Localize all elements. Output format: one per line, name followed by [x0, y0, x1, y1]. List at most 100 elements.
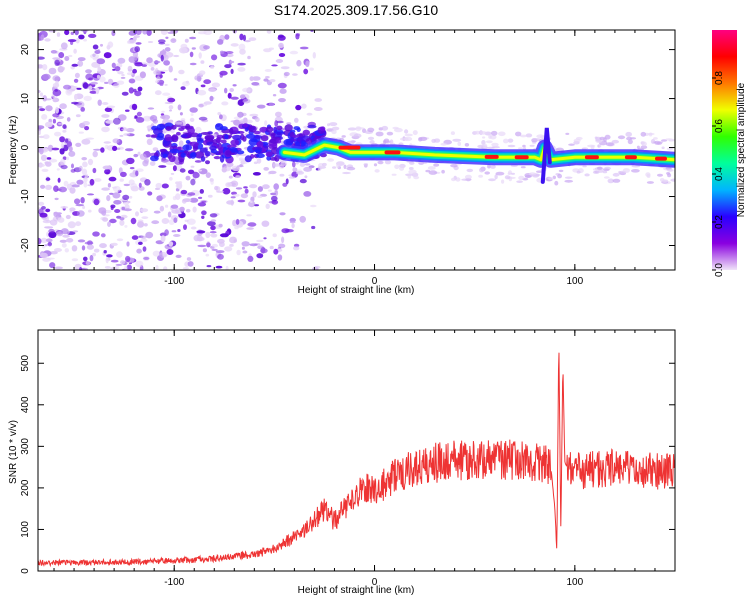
noise-blob — [66, 117, 71, 122]
halo-blob — [386, 131, 394, 136]
cluster-blob — [302, 129, 310, 136]
halo-blob — [607, 178, 615, 184]
noise-blob — [178, 69, 185, 75]
noise-blob — [260, 248, 268, 254]
noise-blob — [225, 265, 229, 270]
noise-blob — [273, 248, 279, 255]
noise-blob — [189, 107, 198, 113]
noise-blob — [76, 210, 85, 217]
noise-blob — [92, 44, 99, 50]
noise-blob — [305, 60, 310, 67]
noise-blob — [134, 46, 140, 53]
noise-blob — [63, 84, 72, 90]
cluster-blob — [199, 147, 208, 153]
snr-y-tick-label: 100 — [20, 521, 31, 538]
noise-blob — [274, 189, 278, 193]
noise-blob — [166, 249, 174, 255]
noise-blob — [285, 229, 294, 233]
noise-blob — [203, 101, 212, 105]
noise-blob — [210, 225, 216, 231]
noise-blob — [70, 40, 74, 45]
spectrogram-x-label: Height of straight line (km) — [298, 285, 415, 296]
noise-blob — [142, 246, 147, 252]
noise-blob — [62, 234, 70, 238]
colorbar-ticks: 0.0 0.2 0.4 0.6 0.8 — [712, 71, 725, 277]
noise-blob — [179, 168, 186, 173]
noise-blob — [205, 253, 210, 257]
halo-blob — [466, 168, 474, 173]
cluster-blob — [187, 127, 195, 135]
noise-blob — [167, 211, 172, 218]
noise-blob — [222, 187, 231, 195]
halo-blob — [295, 161, 299, 165]
noise-blob — [224, 34, 230, 40]
noise-blob — [159, 69, 169, 72]
noise-blob — [217, 253, 224, 260]
noise-blob — [177, 104, 182, 111]
halo-blob — [641, 141, 647, 147]
noise-blob — [299, 178, 307, 184]
noise-blob — [304, 175, 308, 179]
cluster-blob — [213, 156, 221, 160]
noise-blob — [123, 133, 131, 136]
noise-blob — [45, 105, 53, 112]
noise-blob — [208, 88, 217, 92]
noise-blob — [210, 179, 214, 185]
noise-blob — [137, 221, 145, 228]
halo-blob — [394, 164, 400, 170]
noise-blob — [244, 188, 249, 194]
noise-blob — [71, 63, 79, 67]
noise-blob — [273, 183, 280, 191]
ridge-band — [282, 143, 675, 162]
halo-blob — [363, 163, 369, 166]
noise-blob — [114, 265, 120, 270]
halo-blob — [564, 176, 573, 179]
noise-blob — [139, 153, 147, 160]
cluster-blob — [164, 134, 172, 142]
noise-blob — [44, 121, 53, 128]
noise-blob — [114, 66, 121, 72]
noise-blob — [283, 71, 290, 77]
noise-blob — [249, 113, 259, 117]
cluster-blob — [276, 138, 282, 144]
cluster-blob — [260, 135, 269, 142]
halo-blob — [375, 131, 384, 137]
noise-blob — [211, 54, 218, 61]
noise-blob — [168, 119, 174, 124]
noise-blob — [215, 265, 223, 269]
noise-blob — [211, 243, 218, 248]
spectrogram-y-tick-label: -20 — [20, 238, 31, 253]
noise-blob — [147, 191, 153, 196]
halo-blob — [584, 173, 590, 177]
noise-blob — [66, 141, 73, 148]
noise-blob — [84, 173, 89, 179]
noise-blob — [192, 172, 200, 179]
noise-blob — [65, 156, 70, 161]
noise-blob — [154, 90, 162, 96]
noise-blob — [271, 64, 278, 67]
noise-blob — [134, 115, 138, 119]
noise-blob — [78, 165, 83, 171]
noise-blob — [202, 248, 207, 253]
noise-blob — [107, 78, 114, 85]
noise-blob — [88, 209, 92, 213]
noise-blob — [205, 231, 211, 239]
cluster-blob — [247, 145, 256, 153]
noise-blob — [63, 180, 69, 187]
snr-x-tick-label: 100 — [566, 577, 583, 588]
halo-blob — [347, 127, 357, 131]
noise-blob — [175, 181, 180, 185]
noise-blob — [205, 172, 211, 179]
ridge-anomaly — [540, 127, 552, 184]
noise-blob — [272, 94, 277, 97]
noise-blob — [40, 184, 46, 189]
noise-blob — [116, 238, 124, 242]
noise-blob — [207, 194, 213, 198]
noise-blob — [226, 162, 234, 168]
snr-x-tick-label: -100 — [164, 577, 184, 588]
halo-blob — [408, 167, 414, 170]
noise-blob — [58, 186, 67, 193]
noise-blob — [206, 265, 212, 268]
noise-blob — [97, 99, 102, 106]
